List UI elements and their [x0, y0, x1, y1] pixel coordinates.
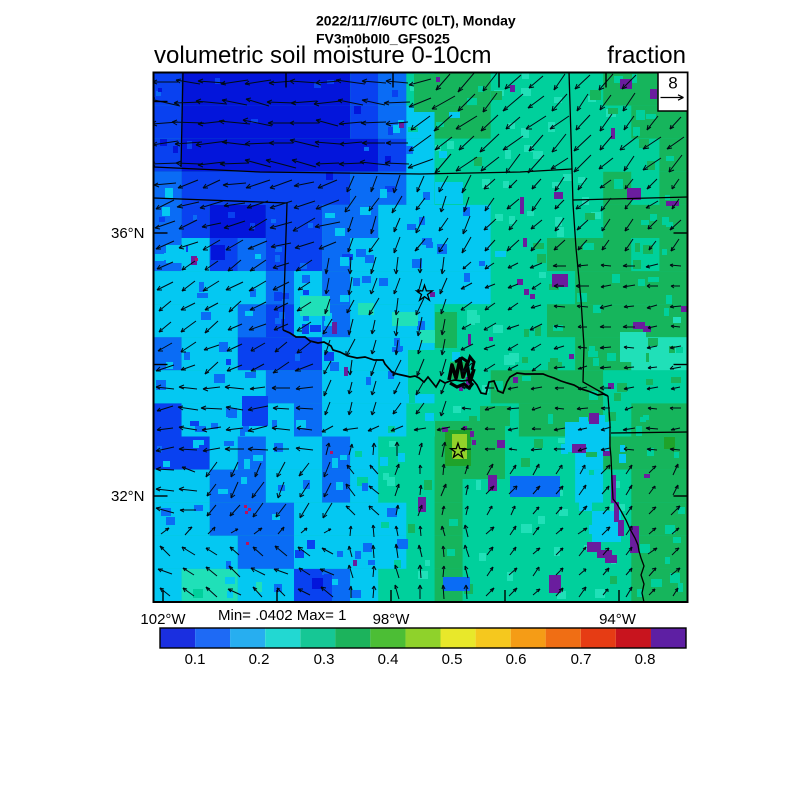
svg-text:36°N: 36°N	[111, 225, 145, 242]
svg-text:32°N: 32°N	[111, 488, 145, 505]
svg-text:0.8: 0.8	[635, 651, 656, 668]
svg-text:0.5: 0.5	[442, 651, 463, 668]
svg-text:94°W: 94°W	[599, 611, 637, 628]
svg-text:FV3m0b0I0_GFS025: FV3m0b0I0_GFS025	[316, 31, 450, 47]
svg-text:2022/11/7/6UTC (0LT), Monday: 2022/11/7/6UTC (0LT), Monday	[316, 13, 516, 29]
svg-text:0.7: 0.7	[571, 651, 592, 668]
svg-text:98°W: 98°W	[373, 611, 411, 628]
svg-text:volumetric soil moisture 0-10c: volumetric soil moisture 0-10cm	[154, 42, 491, 69]
svg-text:0.6: 0.6	[506, 651, 527, 668]
svg-text:102°W: 102°W	[140, 611, 186, 628]
svg-text:Min= .0402 Max= 1: Min= .0402 Max= 1	[218, 607, 346, 624]
svg-text:8: 8	[668, 74, 677, 93]
svg-text:0.2: 0.2	[249, 651, 270, 668]
svg-text:0.1: 0.1	[185, 651, 206, 668]
svg-text:0.3: 0.3	[314, 651, 335, 668]
svg-text:0.4: 0.4	[378, 651, 399, 668]
svg-text:fraction: fraction	[607, 42, 686, 69]
